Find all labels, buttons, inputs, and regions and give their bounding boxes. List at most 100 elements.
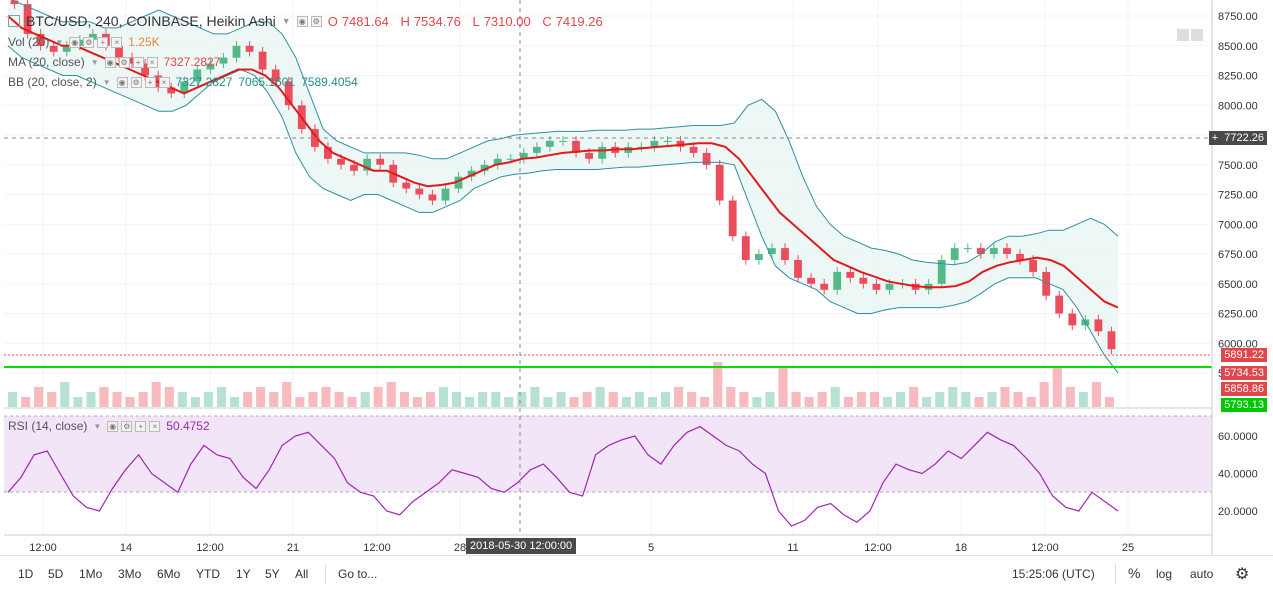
eye-icon[interactable]: ◉ xyxy=(104,56,116,68)
volume-bar xyxy=(164,387,174,407)
close-icon[interactable]: × xyxy=(146,56,158,68)
chart-top-controls[interactable] xyxy=(1177,29,1203,41)
volume-bar xyxy=(556,392,566,407)
candle-body xyxy=(36,33,45,46)
chart-canvas[interactable]: 8750.008500.008250.008000.007750.007500.… xyxy=(0,0,1273,555)
volume-legend[interactable]: Vol (20) ▼ ◉ ⚙ + × 1.25K xyxy=(8,35,160,49)
gear-icon[interactable]: ⚙ xyxy=(1235,566,1250,583)
bb-value-2: 7065.1601 xyxy=(238,75,296,89)
rsi-legend[interactable]: RSI (14, close) ▼ ◉ ⚙ + × 50.4752 xyxy=(8,419,210,433)
rsi-label[interactable]: RSI (14, close) xyxy=(8,419,88,433)
candle-body xyxy=(337,158,345,165)
volume-bar xyxy=(478,392,488,407)
gear-icon[interactable]: ⚙ xyxy=(83,36,95,48)
timeframe-5d[interactable]: 5D xyxy=(48,567,64,581)
chevron-down-icon[interactable]: ▼ xyxy=(281,16,291,26)
close-icon[interactable]: × xyxy=(149,420,161,432)
time-tick-label: 12:00 xyxy=(864,542,892,554)
low-price-label: 5793.13 xyxy=(1221,398,1267,412)
eye-icon[interactable]: ◉ xyxy=(116,76,128,88)
volume-bar xyxy=(935,392,945,407)
chevron-down-icon[interactable]: ▼ xyxy=(55,37,64,47)
candle-body xyxy=(245,45,254,52)
volume-bar xyxy=(608,392,618,407)
timeframe-6mo[interactable]: 6Mo xyxy=(157,567,181,581)
square-minus-icon[interactable] xyxy=(8,15,20,27)
symbol-title[interactable]: BTC/USD, 240, COINBASE, Heikin Ashi xyxy=(26,13,276,29)
candle-body xyxy=(768,248,776,254)
ma-label[interactable]: MA (20, close) xyxy=(8,55,85,69)
volume-bar xyxy=(360,392,370,407)
legend-controls[interactable]: ◉ ⚙ xyxy=(296,15,322,27)
eye-icon[interactable]: ◉ xyxy=(296,15,308,27)
ma-legend[interactable]: MA (20, close) ▼ ◉ ⚙ + × 7327.2827 xyxy=(8,55,220,69)
volume-label[interactable]: Vol (20) xyxy=(8,35,50,49)
timeframe-1y[interactable]: 1Y xyxy=(236,567,251,581)
volume-bar xyxy=(713,362,723,407)
bb-label[interactable]: BB (20, close, 2) xyxy=(8,75,97,89)
timeframe-1d[interactable]: 1D xyxy=(18,567,34,581)
screenshot-icon[interactable] xyxy=(1191,29,1203,41)
timeframe-ytd[interactable]: YTD xyxy=(196,567,220,581)
percent-toggle[interactable]: % xyxy=(1128,565,1141,581)
goto-button[interactable]: Go to... xyxy=(338,567,378,581)
crosshair-time-label: 2018-05-30 12:00:00 xyxy=(466,538,577,554)
volume-bar xyxy=(491,392,501,407)
volume-bar xyxy=(856,392,866,407)
gear-icon[interactable]: ⚙ xyxy=(118,56,130,68)
gear-icon[interactable]: ⚙ xyxy=(310,15,322,27)
bb-legend[interactable]: BB (20, close, 2) ▼ ◉ ⚙ + × 7327.2827 7065.… xyxy=(8,75,358,89)
rsi-tick-label: 40.0000 xyxy=(1218,469,1258,481)
volume-bar xyxy=(543,397,553,407)
timeframe-3mo[interactable]: 3Mo xyxy=(118,567,142,581)
volume-bar xyxy=(308,392,318,407)
plus-icon[interactable]: + xyxy=(135,420,147,432)
time-axis[interactable]: 12:00 14 12:00 21 12:00 28 5 11 12:00 18 12:00 25 xyxy=(29,542,1134,554)
volume-bar xyxy=(765,392,775,407)
plus-icon[interactable]: + xyxy=(132,56,144,68)
volume-bar xyxy=(974,397,984,407)
gear-icon[interactable]: ⚙ xyxy=(121,420,133,432)
gear-icon[interactable]: ⚙ xyxy=(130,76,142,88)
volume-bar xyxy=(230,397,240,407)
fullscreen-icon[interactable] xyxy=(1177,29,1189,41)
candle-body xyxy=(650,140,659,147)
bb-value-1: 7327.2827 xyxy=(175,75,233,89)
volume-bar xyxy=(843,397,853,407)
eye-icon[interactable]: ◉ xyxy=(107,420,119,432)
candle-body xyxy=(977,248,985,254)
plus-icon[interactable]: + xyxy=(1211,132,1219,144)
candle-body xyxy=(794,260,802,278)
candle-body xyxy=(755,254,763,260)
candle-body xyxy=(363,158,371,171)
candle-body xyxy=(324,146,332,159)
volume-controls[interactable]: ◉ ⚙ + × xyxy=(69,36,123,48)
timeframe-all[interactable]: All xyxy=(295,567,309,581)
candle-body xyxy=(781,248,789,260)
bollinger-lower-line xyxy=(7,45,1119,374)
log-toggle[interactable]: log xyxy=(1156,567,1173,581)
chevron-down-icon[interactable]: ▼ xyxy=(102,77,111,87)
indicator-lines xyxy=(7,0,1119,374)
candle-body xyxy=(1042,271,1051,296)
timeframe-5y[interactable]: 5Y xyxy=(265,567,280,581)
plus-icon[interactable]: + xyxy=(97,36,109,48)
close-icon[interactable]: × xyxy=(111,36,123,48)
auto-toggle[interactable]: auto xyxy=(1190,567,1214,581)
eye-icon[interactable]: ◉ xyxy=(69,36,81,48)
rsi-controls[interactable]: ◉ ⚙ + × xyxy=(107,420,161,432)
plus-icon[interactable]: + xyxy=(144,76,156,88)
close-icon[interactable]: × xyxy=(158,76,170,88)
timeframe-1mo[interactable]: 1Mo xyxy=(79,567,103,581)
rsi-tick-label: 60.0000 xyxy=(1218,431,1258,443)
clock[interactable]: 15:25:06 (UTC) xyxy=(1012,567,1095,581)
ma-controls[interactable]: ◉ ⚙ + × xyxy=(104,56,158,68)
volume-bar xyxy=(830,387,840,407)
volume-bar xyxy=(634,392,644,407)
chevron-down-icon[interactable]: ▼ xyxy=(93,421,102,431)
bb-controls[interactable]: ◉ ⚙ + × xyxy=(116,76,170,88)
candle-body xyxy=(141,63,149,76)
time-tick-label: 5 xyxy=(648,542,654,554)
volume-bar xyxy=(817,392,827,407)
chevron-down-icon[interactable]: ▼ xyxy=(90,57,99,67)
